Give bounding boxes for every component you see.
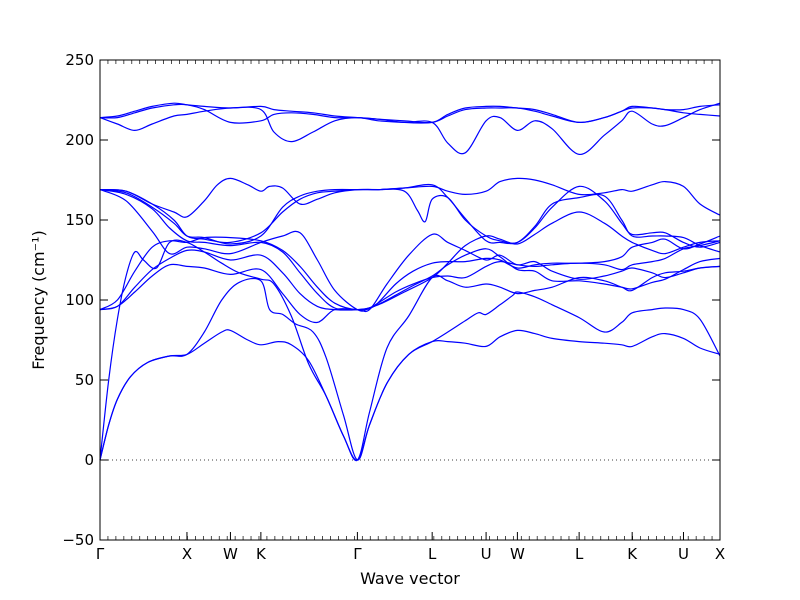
y-tick-label: 200 [65,131,94,149]
band-line-2 [99,277,721,461]
y-tick-label: −50 [62,531,94,549]
x-tick-label: L [575,545,584,563]
band-line-7 [99,189,721,311]
x-tick-label: L [428,545,437,563]
x-tick-label: K [627,545,638,563]
x-axis-title: Wave vector [360,569,460,588]
band-line-12 [99,102,721,156]
x-tick-label: Γ [96,545,105,563]
y-tick-label: 0 [84,451,94,469]
x-tick-label: U [678,545,689,563]
y-tick-label: 250 [65,51,94,69]
x-tick-label: U [481,545,492,563]
axis-ticks [99,59,721,541]
x-tick-label: X [715,545,725,563]
y-tick-label: 150 [65,211,94,229]
y-tick-label: 50 [75,371,94,389]
y-axis-tick-labels: −50 0 50 100 150 200 250 [62,51,94,549]
band-line-1 [99,329,721,461]
x-tick-label: K [256,545,267,563]
x-tick-label: W [223,545,238,563]
band-line-8 [99,211,721,311]
y-axis-title: Frequency (cm⁻¹) [29,230,48,369]
plot-area [99,102,721,462]
x-tick-label: X [182,545,192,563]
x-tick-label: W [510,545,525,563]
band-line-4 [99,233,721,324]
band-line-14 [99,102,721,124]
plot-frame [99,59,721,541]
band-line-5 [99,248,721,311]
band-line-10 [99,185,721,248]
y-tick-label: 100 [65,291,94,309]
band-line-11 [99,183,721,253]
x-tick-label: Γ [353,545,362,563]
